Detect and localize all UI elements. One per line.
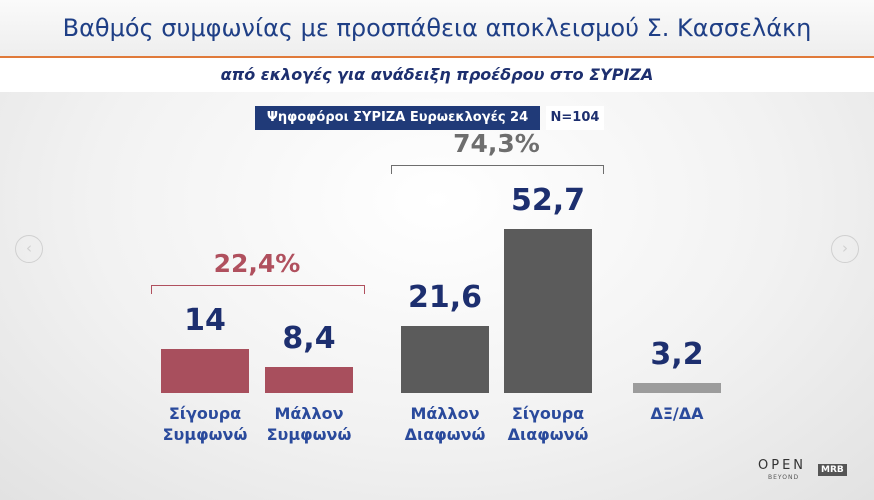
value-label: 3,2 [650,337,704,373]
subtitle-bar [0,58,874,92]
prev-button[interactable]: ‹ [15,235,43,263]
bar [504,229,592,393]
pollster-logo: MRB [818,464,847,476]
bar [265,366,353,393]
x-tick-label: Σίγουρα Διαφωνώ [507,404,589,444]
x-tick-label: ΔΞ/ΔΑ [650,404,704,423]
group-label: 22,4% [213,249,301,279]
value-label: 8,4 [282,320,336,356]
sample-badge: Ψηφοφόροι ΣΥΡΙΖΑ Ευρωεκλογές 24 [255,106,540,130]
next-button[interactable]: › [831,235,859,263]
group-bracket [391,165,604,174]
value-label: 52,7 [510,183,586,218]
x-tick-label: Μάλλον Διαφωνώ [404,404,486,444]
sample-size: N=104 [546,106,604,130]
chart-title: Βαθμός συμφωνίας με προσπάθεια αποκλεισμ… [62,14,812,42]
bar [401,325,489,393]
group-bracket [151,285,365,295]
channel-tagline: BEYOND [768,474,800,481]
group-label: 74,3% [453,129,540,158]
bar [161,349,249,393]
chart-subtitle: από εκλογές για ανάδειξη προέδρου στο ΣΥ… [220,65,654,84]
x-tick-label: Μάλλον Συμφωνώ [266,404,352,444]
title-bar [0,0,874,58]
x-tick-label: Σίγουρα Συμφωνώ [162,404,248,444]
bar [633,383,721,393]
value-label: 21,6 [407,279,483,315]
channel-logo: OPEN [758,458,807,473]
value-label: 14 [184,303,226,339]
